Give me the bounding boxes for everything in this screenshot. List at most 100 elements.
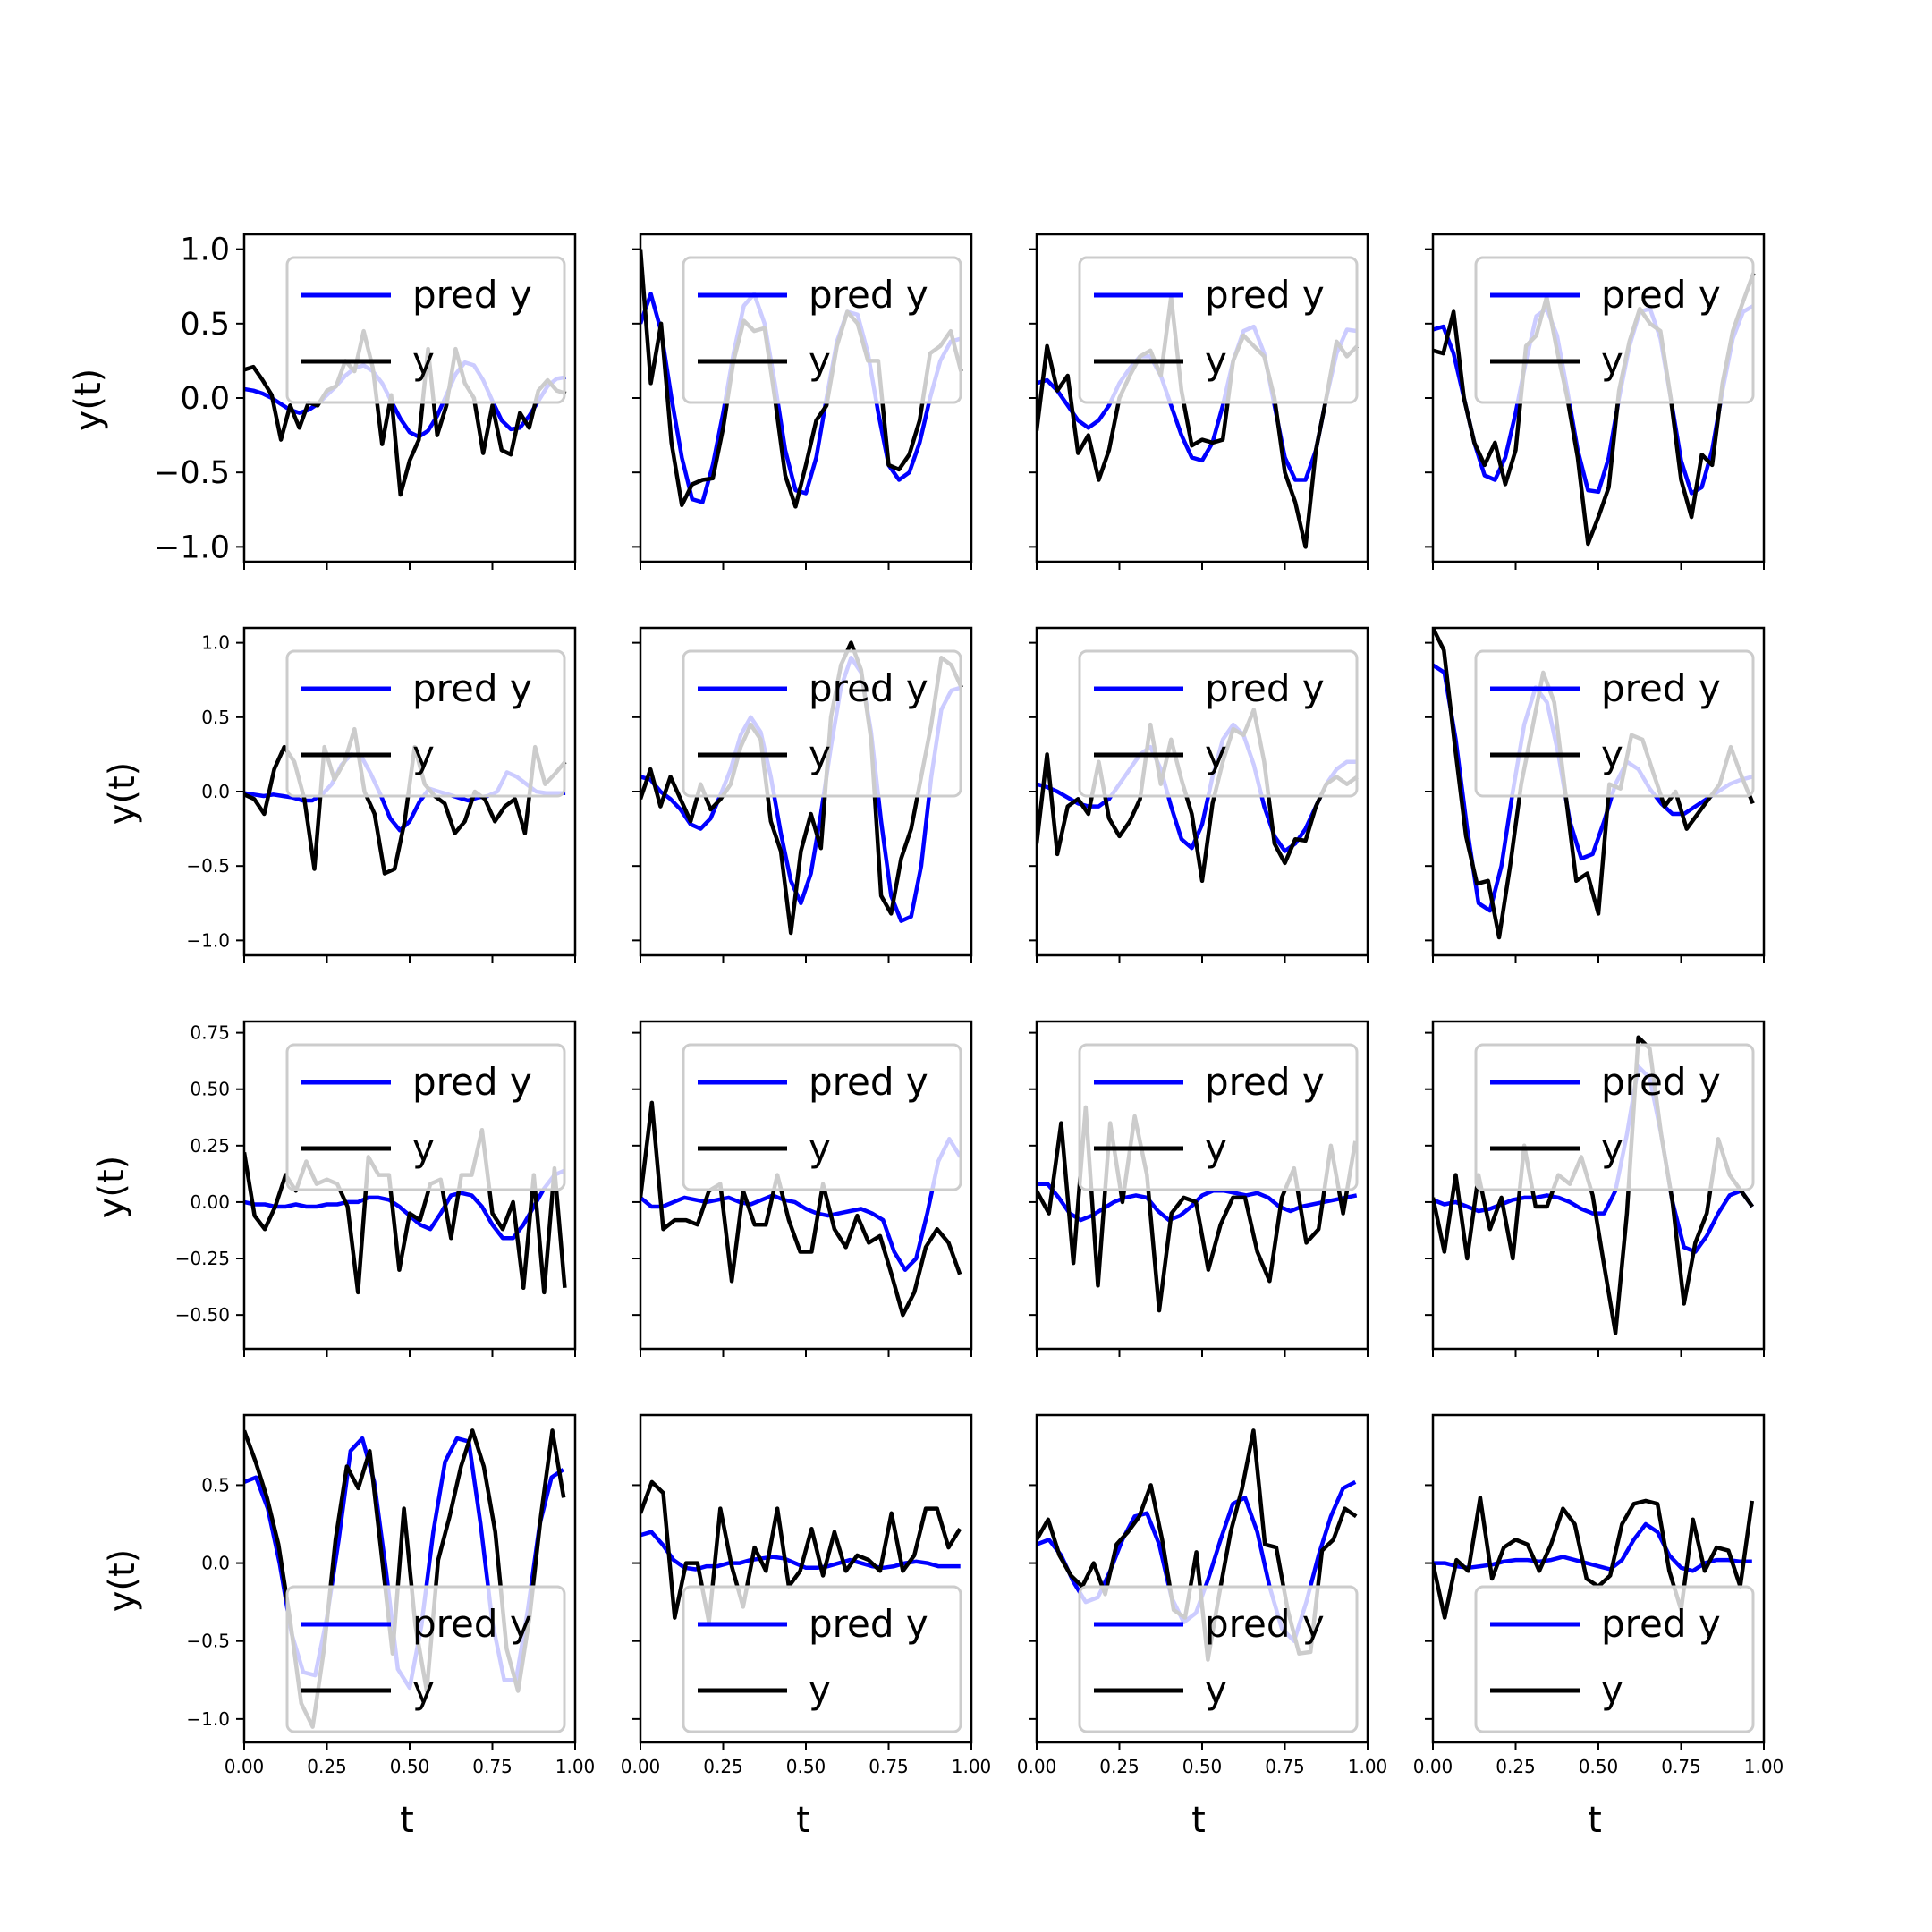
legend-y-label: y [1205, 1668, 1227, 1712]
axes-frame [242, 233, 577, 564]
x-tick-label: 0.25 [703, 1756, 743, 1777]
subplot-r4c3: 0.00 0.25 0.50 0.75 1.00 pred y y [1017, 1413, 1388, 1777]
series-lines [1433, 628, 1755, 940]
x-tick-label: 0.25 [1496, 1756, 1536, 1777]
subplot-r3c2: pred y y [632, 1020, 973, 1357]
y-line [1433, 1496, 1755, 1620]
pred-y-line [640, 1137, 962, 1272]
pred-y-line [1433, 303, 1755, 496]
y-tick-label: 0.50 [190, 1079, 230, 1100]
y-tick-label: 0.25 [190, 1135, 230, 1157]
x-tick-label: 0.75 [1265, 1756, 1305, 1777]
pred-y-line [244, 1168, 566, 1241]
y-axis-label-row-3: y(t) [91, 1156, 132, 1219]
y-line [640, 1100, 962, 1318]
subplot-r1c2: pred y y [632, 233, 973, 570]
y-axis-label-row-2: y(t) [102, 762, 143, 826]
legend-pred-label: pred y [1601, 1602, 1721, 1646]
subplot-r3c3: pred y y [1029, 1020, 1369, 1357]
legend: pred y y [1078, 1585, 1359, 1733]
x-tick-label: 1.00 [555, 1756, 596, 1777]
axes-frame [242, 1020, 577, 1351]
y-line [1433, 1035, 1755, 1335]
x-tick-label: 1.00 [1348, 1756, 1388, 1777]
legend-pred-label: pred y [1601, 1060, 1721, 1104]
series-lines [1037, 294, 1359, 549]
legend-y-label: y [1205, 1126, 1227, 1170]
y-tick-label: −0.50 [175, 1304, 230, 1326]
y-tick-label: −1.0 [154, 530, 230, 565]
subplot-r1c4: pred y y [1425, 233, 1766, 570]
y-tick-label: −0.5 [186, 1631, 230, 1652]
y-tick-label: 0.5 [201, 707, 230, 728]
y-tick-label: 0.0 [201, 781, 230, 802]
axes-frame [1035, 1020, 1369, 1351]
series-lines [1433, 272, 1756, 547]
subplot-r1c3: pred y y [1029, 233, 1369, 570]
x-axis-label-col-1: t [400, 1800, 414, 1841]
legend: pred y y [1474, 1585, 1755, 1733]
axes-frame [242, 1413, 577, 1744]
pred-y-line [640, 656, 962, 923]
x-tick-label: 0.75 [472, 1756, 513, 1777]
x-tick-label: 0.00 [225, 1756, 265, 1777]
legend-y-label: y [1601, 1668, 1623, 1712]
axes-frame [1035, 233, 1369, 564]
axes-frame [1431, 1413, 1766, 1744]
legend-y-label: y [412, 339, 435, 383]
x-axis-label-col-3: t [1191, 1800, 1206, 1841]
legend: pred y y [1078, 256, 1359, 404]
pred-y-line [1037, 324, 1358, 482]
y-tick-label: −0.5 [154, 455, 230, 491]
y-tick-label: 0.0 [180, 381, 230, 417]
y-line [640, 249, 963, 509]
y-line [1433, 272, 1756, 547]
subplot-r2c4: pred y y [1425, 626, 1766, 963]
pred-y-line [244, 360, 567, 439]
x-axis-label-col-2: t [796, 1800, 810, 1841]
legend-pred-label: pred y [1205, 666, 1325, 710]
legend-pred-label: pred y [809, 1602, 928, 1646]
axes-frame [1431, 1020, 1766, 1351]
series-lines [640, 1100, 962, 1318]
legend-pred-label: pred y [809, 666, 928, 710]
subplot-r1c1: 1.0 0.5 0.0 −0.5 −1.0 pred y y [154, 233, 577, 570]
y-tick-label: 0.5 [180, 307, 230, 343]
legend-y-label: y [1601, 1126, 1623, 1170]
legend-y-label: y [1601, 733, 1623, 776]
legend-y-label: y [809, 1668, 831, 1712]
x-axis-labels: t t t t [400, 1800, 1602, 1841]
legend: pred y y [1474, 649, 1755, 798]
legend: pred y y [682, 649, 962, 798]
y-line [640, 640, 963, 936]
y-axis-label-row-4: y(t) [102, 1549, 143, 1613]
series-lines [1433, 1035, 1755, 1335]
y-tick-label: 1.0 [201, 632, 230, 654]
x-tick-label: 0.50 [390, 1756, 430, 1777]
subplot-r3c4: pred y y [1425, 1020, 1766, 1357]
y-tick-label: 1.0 [180, 233, 230, 268]
subplot-r4c2: 0.00 0.25 0.50 0.75 1.00 pred y y [621, 1413, 992, 1777]
legend-pred-label: pred y [1601, 666, 1721, 710]
series-lines [1037, 708, 1359, 884]
series-lines [640, 640, 963, 936]
x-tick-label: 1.00 [952, 1756, 992, 1777]
legend-pred-label: pred y [412, 1602, 532, 1646]
x-tick-label: 0.50 [1579, 1756, 1619, 1777]
legend-y-label: y [1601, 339, 1623, 383]
axes-frame [639, 233, 973, 564]
y-line [640, 1479, 962, 1625]
axes-frame [1035, 1413, 1369, 1744]
legend-pred-label: pred y [809, 273, 928, 317]
legend-pred-label: pred y [1205, 273, 1325, 317]
axes-frame [1431, 626, 1766, 957]
legend: pred y y [1474, 1043, 1755, 1191]
x-tick-label: 0.25 [307, 1756, 347, 1777]
legend-pred-label: pred y [1205, 1602, 1325, 1646]
legend: pred y y [1078, 1043, 1359, 1191]
axes-frame [639, 1020, 973, 1351]
subplot-r2c3: pred y y [1029, 626, 1369, 963]
y-tick-label: −1.0 [186, 1708, 230, 1730]
legend: pred y y [285, 256, 566, 404]
